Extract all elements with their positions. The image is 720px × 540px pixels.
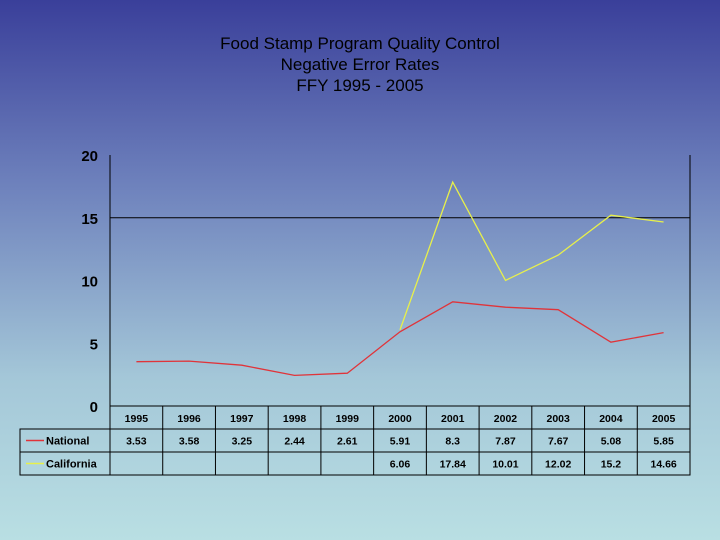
y-tick-label: 15	[81, 211, 98, 228]
chart-title: Food Stamp Program Quality Control	[220, 34, 500, 53]
y-tick-label: 0	[90, 399, 98, 416]
data-label: 12.02	[545, 459, 571, 471]
legend-label-national: National	[46, 436, 89, 448]
y-tick-label: 10	[81, 274, 98, 291]
x-category-label: 1996	[177, 413, 201, 425]
data-label: 15.2	[601, 459, 622, 471]
x-category-label: 2002	[494, 413, 518, 425]
data-label: 7.67	[548, 436, 569, 448]
data-label: 3.25	[232, 436, 253, 448]
x-category-label: 2005	[652, 413, 676, 425]
data-label: 2.44	[284, 436, 305, 448]
chart-subtitle: Negative Error Rates	[280, 55, 440, 74]
y-tick-label: 5	[90, 336, 98, 353]
data-label: 5.08	[601, 436, 622, 448]
data-label: 7.87	[495, 436, 516, 448]
series-line-california	[399, 180, 664, 331]
series-line-national	[136, 301, 664, 377]
data-label: 3.53	[126, 436, 147, 448]
data-label: 14.66	[650, 459, 676, 471]
x-category-label: 1998	[283, 413, 307, 425]
legend-label-california: California	[46, 459, 98, 471]
chart-title-block: Food Stamp Program Quality Control Negat…	[0, 33, 720, 96]
x-category-label: 2000	[388, 413, 412, 425]
data-label: 10.01	[492, 459, 518, 471]
data-label: 8.3	[445, 436, 460, 448]
data-label: 5.85	[653, 436, 674, 448]
data-label: 6.06	[390, 459, 411, 471]
x-category-label: 2003	[547, 413, 571, 425]
data-label: 3.58	[179, 436, 200, 448]
data-label: 17.84	[440, 459, 466, 471]
x-category-label: 2001	[441, 413, 465, 425]
x-category-label: 1999	[336, 413, 360, 425]
y-tick-label: 20	[81, 148, 98, 165]
data-label: 5.91	[390, 436, 411, 448]
x-category-label: 2004	[599, 413, 623, 425]
x-category-label: 1997	[230, 413, 254, 425]
chart-subtitle-years: FFY 1995 - 2005	[296, 76, 424, 95]
x-category-label: 1995	[125, 413, 149, 425]
data-label: 2.61	[337, 436, 358, 448]
